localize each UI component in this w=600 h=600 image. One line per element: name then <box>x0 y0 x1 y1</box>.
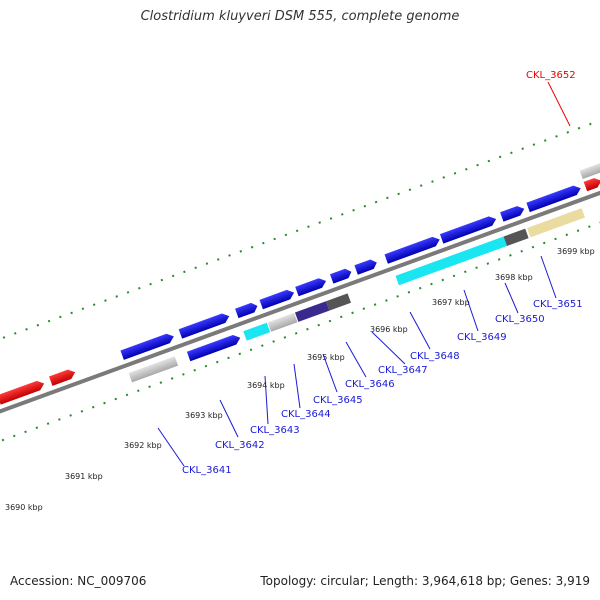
gene-feature[interactable] <box>128 356 179 383</box>
gene-feature[interactable] <box>120 332 175 360</box>
gene-feature[interactable] <box>325 293 352 311</box>
coordinate-label: 3697 kbp <box>432 298 470 307</box>
leader-line <box>371 331 406 365</box>
gene-label[interactable]: CKL_3649 <box>457 332 507 343</box>
gene-feature[interactable] <box>503 228 529 246</box>
leader-line <box>219 399 239 438</box>
genome-band <box>0 120 600 446</box>
gene-feature[interactable] <box>527 208 585 238</box>
leader-line <box>547 81 571 127</box>
genome-summary-text: Topology: circular; Length: 3,964,618 bp… <box>260 574 590 588</box>
gene-feature[interactable] <box>295 276 328 297</box>
gene-label[interactable]: CKL_3651 <box>533 299 583 310</box>
gene-feature[interactable] <box>500 204 526 222</box>
coordinate-label: 3696 kbp <box>370 325 408 334</box>
map-title: Clostridium kluyveri DSM 555, complete g… <box>140 9 460 24</box>
leader-line <box>409 311 431 350</box>
coordinate-label: 3693 kbp <box>185 411 223 420</box>
gene-feature[interactable] <box>267 312 298 332</box>
gene-feature[interactable] <box>384 235 441 264</box>
gene-feature[interactable] <box>49 368 77 386</box>
leader-line <box>463 289 479 332</box>
feature-track <box>128 162 600 383</box>
gene-feature[interactable] <box>0 379 46 405</box>
leader-line <box>322 353 338 393</box>
leader-line <box>540 255 557 299</box>
gene-label[interactable]: CKL_3644 <box>281 409 331 420</box>
gene-label[interactable]: CKL_3650 <box>495 314 545 325</box>
gene-label[interactable]: CKL_3646 <box>345 379 395 390</box>
gene-feature[interactable] <box>579 162 600 180</box>
gene-feature[interactable] <box>235 301 259 319</box>
gene-feature[interactable] <box>354 258 378 275</box>
gene-label[interactable]: CKL_3652 <box>526 70 576 81</box>
leader-line <box>504 282 519 314</box>
gene-label[interactable]: CKL_3643 <box>250 425 300 436</box>
gene-feature[interactable] <box>178 311 231 339</box>
gene-feature[interactable] <box>329 267 353 284</box>
label-leaders <box>157 81 571 467</box>
coordinate-label: 3699 kbp <box>557 247 595 256</box>
leader-line <box>264 375 269 425</box>
coordinate-label: 3691 kbp <box>65 472 103 481</box>
gene-labels: CKL_3641 CKL_3642 CKL_3643 CKL_3644 CKL_… <box>182 70 583 476</box>
coordinate-label: 3692 kbp <box>124 441 162 450</box>
gene-feature[interactable] <box>583 176 600 192</box>
coordinate-label: 3698 kbp <box>495 273 533 282</box>
coordinate-label: 3690 kbp <box>5 503 43 512</box>
leader-line <box>293 363 301 409</box>
leader-line <box>345 341 367 378</box>
accession-text: Accession: NC_009706 <box>10 574 147 588</box>
forward-genes <box>0 176 600 405</box>
gene-label[interactable]: CKL_3648 <box>410 351 460 362</box>
gene-label[interactable]: CKL_3647 <box>378 365 428 376</box>
gene-feature[interactable] <box>526 184 582 213</box>
gene-feature[interactable] <box>243 322 271 341</box>
backbone <box>0 176 600 427</box>
gene-feature[interactable] <box>186 333 242 362</box>
gene-label[interactable]: CKL_3642 <box>215 440 265 451</box>
gene-label[interactable]: CKL_3645 <box>313 395 363 406</box>
gene-feature[interactable] <box>259 288 296 310</box>
gene-feature[interactable] <box>294 301 330 322</box>
coordinate-label: 3695 kbp <box>307 353 345 362</box>
gene-label[interactable]: CKL_3641 <box>182 465 232 476</box>
gene-feature[interactable] <box>395 236 507 286</box>
leader-line <box>157 427 185 467</box>
gene-feature[interactable] <box>439 214 498 244</box>
